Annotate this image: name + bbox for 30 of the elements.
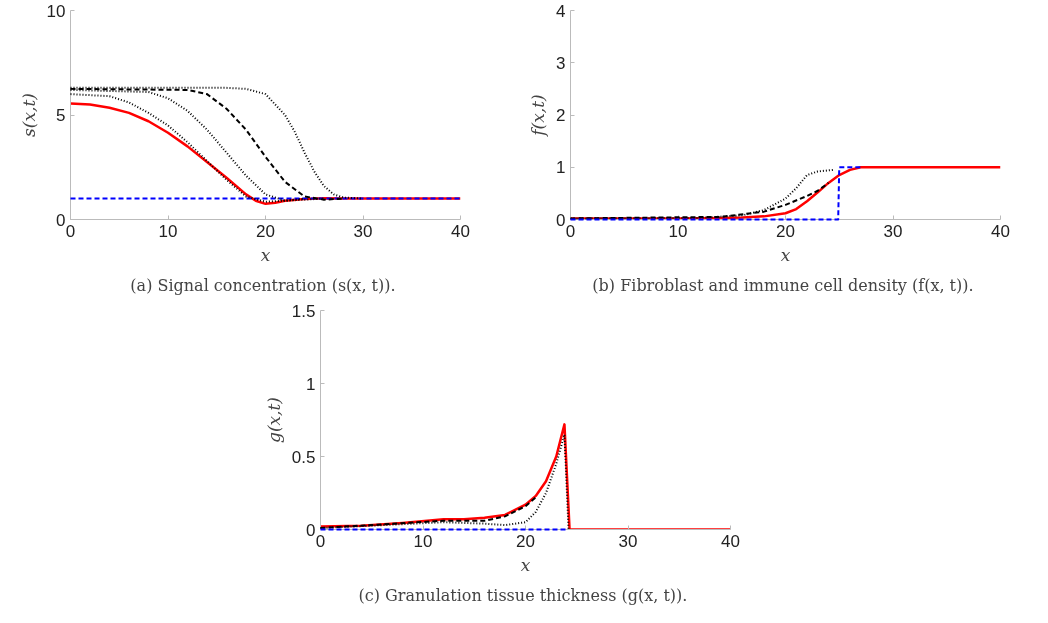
y-tick-label: 10	[46, 1, 66, 21]
x-tick-label: 20	[776, 221, 795, 241]
y-axis-title: s(x,t)	[18, 93, 39, 137]
y-tick-label: 5	[56, 106, 66, 125]
x-tick-label: 20	[516, 531, 535, 551]
x-tick-label: 40	[451, 221, 470, 241]
x-tick-label: 30	[353, 221, 373, 241]
x-tick-label: 10	[668, 221, 688, 241]
x-axis-title: x	[780, 244, 791, 265]
x-tick-label: 10	[158, 221, 178, 241]
x-tick-label: 20	[256, 221, 275, 241]
y-tick-label: 4	[556, 1, 566, 21]
x-tick-label: 40	[991, 221, 1010, 241]
y-tick-label: 1	[306, 374, 316, 394]
text: (b) Fibroblast and immune cell density (f(x, t)).	[592, 275, 974, 295]
x-tick-label: 40	[721, 531, 740, 551]
text: (a) Signal concentration (s(x, t)).	[130, 275, 396, 295]
x-axis-title: x	[520, 554, 531, 575]
y-tick-label: 1.5	[291, 301, 316, 321]
x-axis-title: x	[260, 244, 271, 265]
y-tick-label: 1	[556, 158, 566, 178]
y-axis-title: f(x,t)	[528, 94, 549, 138]
y-tick-label: 0.5	[291, 447, 316, 467]
x-tick-label: 30	[618, 531, 638, 551]
y-tick-label: 3	[556, 53, 566, 73]
x-tick-label: 30	[883, 221, 903, 241]
y-tick-label: 2	[556, 106, 566, 125]
y-axis-title: g(x,t)	[263, 397, 284, 443]
text: (c) Granulation tissue thickness (g(x, t)).	[358, 585, 688, 605]
x-tick-label: 10	[413, 531, 433, 551]
